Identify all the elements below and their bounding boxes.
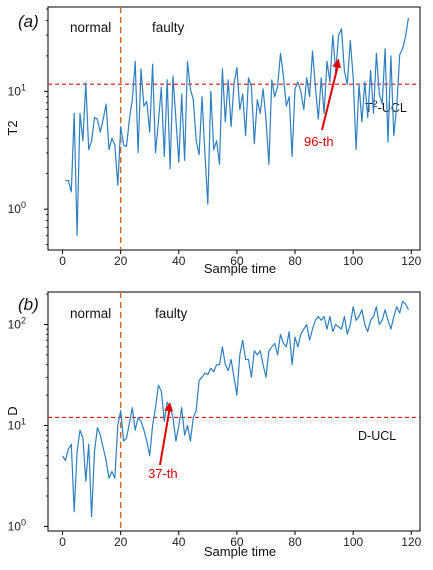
x-tick-label: 20 <box>114 535 128 549</box>
x-tick-label: 40 <box>172 254 186 268</box>
x-tick-label: 20 <box>114 254 128 268</box>
normal-region-label: normal <box>70 20 111 35</box>
panel-b: (b) normal faulty 37-th D-UCL Sample tim… <box>5 291 422 559</box>
fault-detection-annotation: 96-th <box>304 134 334 149</box>
y-tick-label: 100 <box>8 200 26 216</box>
annotation-arrowhead <box>164 402 174 412</box>
x-tick-label: 40 <box>172 535 186 549</box>
panel-a: (a) normal faulty 96-th T2-UCL Sample ti… <box>5 6 422 276</box>
ucl-label-base: T <box>365 101 373 115</box>
x-tick-label: 0 <box>59 535 66 549</box>
fault-detection-annotation: 37-th <box>148 466 178 481</box>
x-tick-label: 60 <box>230 535 244 549</box>
faulty-region-label: faulty <box>155 306 188 321</box>
series-line <box>61 300 409 518</box>
panel-label: (b) <box>18 295 39 314</box>
y-tick-label: 101 <box>8 82 26 98</box>
ucl-label-sup: 2 <box>373 99 378 109</box>
x-tick-label: 100 <box>343 254 363 268</box>
x-tick-label: 80 <box>288 254 302 268</box>
x-tick-label: 120 <box>401 535 421 549</box>
annotation-arrow <box>321 62 340 131</box>
x-tick-label: 0 <box>59 254 66 268</box>
annotation-arrowhead <box>332 58 341 69</box>
x-tick-label: 60 <box>230 254 244 268</box>
y-tick-label: 100 <box>8 517 26 533</box>
y-tick-label: 101 <box>8 416 26 432</box>
x-axis-title: Sample time <box>204 261 276 276</box>
ucl-label: D-UCL <box>358 429 396 443</box>
annotation-arrow <box>159 406 172 466</box>
panel-label: (a) <box>18 12 39 31</box>
faulty-region-label: faulty <box>152 20 185 35</box>
series-line <box>65 17 409 236</box>
y-tick-label: 102 <box>8 316 26 332</box>
x-tick-label: 80 <box>288 535 302 549</box>
x-axis-title: Sample time <box>204 544 276 559</box>
x-tick-label: 100 <box>343 535 363 549</box>
y-axis-title: T2 <box>5 120 20 135</box>
plot-frame <box>47 6 421 251</box>
plot-frame <box>47 291 421 532</box>
ucl-label: T2-UCL <box>365 99 407 115</box>
y-axis-title: D <box>5 406 20 415</box>
normal-region-label: normal <box>70 306 111 321</box>
x-tick-label: 120 <box>401 254 421 268</box>
